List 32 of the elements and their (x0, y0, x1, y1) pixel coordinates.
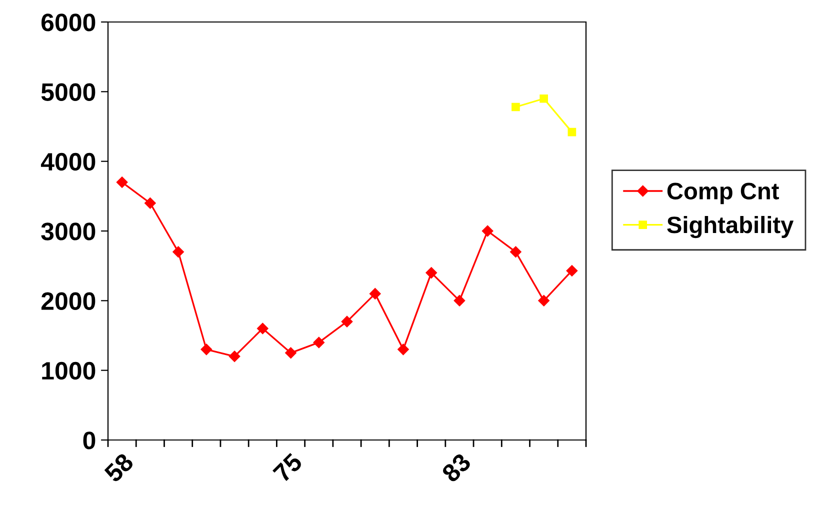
x-tick-label: 75 (272, 452, 304, 483)
point (228, 350, 240, 362)
x-tick-label: 83 (440, 452, 472, 484)
point (116, 176, 128, 188)
legend-label: Sightability (667, 216, 794, 238)
y-tick-label: 0 (83, 432, 96, 450)
point (398, 344, 409, 356)
y-tick-label: 3000 (41, 222, 96, 240)
point (512, 102, 520, 112)
point (426, 267, 437, 278)
y-tick-label: 6000 (42, 14, 96, 32)
point (370, 288, 381, 300)
y-tick-label: 1000 (42, 362, 96, 380)
point (540, 94, 548, 103)
point (285, 347, 296, 359)
point (482, 225, 494, 237)
point (172, 246, 184, 258)
legend-label: Comp Cnt (667, 182, 779, 204)
y-tick-label: 5000 (41, 83, 96, 101)
point (454, 295, 466, 306)
x-tick-label: 58 (103, 452, 135, 484)
point (200, 344, 212, 356)
point (566, 265, 578, 276)
point (341, 316, 353, 328)
point (538, 295, 550, 306)
point (510, 246, 522, 258)
point (313, 336, 324, 348)
point (568, 128, 576, 136)
y-tick-label: 4000 (40, 152, 96, 171)
point (144, 198, 156, 209)
y-tick-label: 2000 (41, 292, 96, 310)
point (257, 322, 268, 334)
